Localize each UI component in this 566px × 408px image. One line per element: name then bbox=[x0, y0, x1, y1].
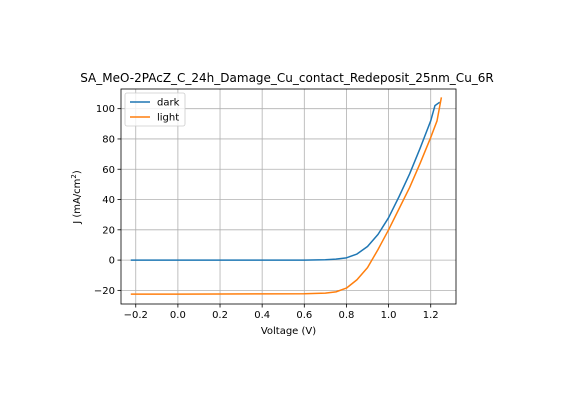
x-tick-label: 0.8 bbox=[338, 310, 354, 321]
x-tick-label: 1.0 bbox=[381, 310, 397, 321]
legend-label-light: light bbox=[157, 113, 179, 124]
y-tick-label: 100 bbox=[96, 104, 115, 115]
x-tick-label: 0.2 bbox=[212, 310, 228, 321]
y-tick-label: 40 bbox=[102, 195, 115, 206]
x-tick-label: 1.2 bbox=[423, 310, 439, 321]
y-axis-label: J (mA/cm2) bbox=[70, 170, 83, 225]
x-tick-label: −0.2 bbox=[124, 310, 148, 321]
grid bbox=[121, 89, 456, 304]
series-layer bbox=[130, 97, 443, 295]
y-tick-label: 0 bbox=[109, 256, 115, 267]
ticks: −0.2 0.0 0.2 0.4 0.6 0.8 1.0 1.2 −20 0 20 40 60 80 100 bbox=[94, 104, 439, 321]
y-axis-label-superscript: 2 bbox=[70, 174, 78, 178]
x-axis-label: Voltage (V) bbox=[261, 326, 316, 337]
y-axis-label-close: ) bbox=[72, 170, 83, 174]
y-tick-label: 60 bbox=[102, 165, 115, 176]
legend-label-dark: dark bbox=[157, 98, 180, 109]
y-tick-label: −20 bbox=[94, 286, 115, 297]
y-axis-label-main: J (mA/cm bbox=[72, 179, 83, 225]
legend: dark light bbox=[124, 92, 186, 127]
y-tick-label: 20 bbox=[102, 225, 115, 236]
x-tick-label: 0.0 bbox=[170, 310, 186, 321]
x-tick-label: 0.6 bbox=[296, 310, 312, 321]
plot-frame bbox=[120, 88, 457, 305]
y-tick-label: 80 bbox=[102, 134, 115, 145]
chart-title: SA_MeO-2PAcZ_C_24h_Damage_Cu_contact_Red… bbox=[80, 71, 494, 85]
series-line-dark bbox=[130, 101, 441, 261]
x-tick-label: 0.4 bbox=[254, 310, 270, 321]
series-line-light bbox=[130, 97, 443, 295]
